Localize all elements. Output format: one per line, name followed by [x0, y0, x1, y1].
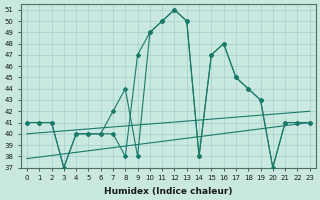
X-axis label: Humidex (Indice chaleur): Humidex (Indice chaleur): [104, 187, 233, 196]
